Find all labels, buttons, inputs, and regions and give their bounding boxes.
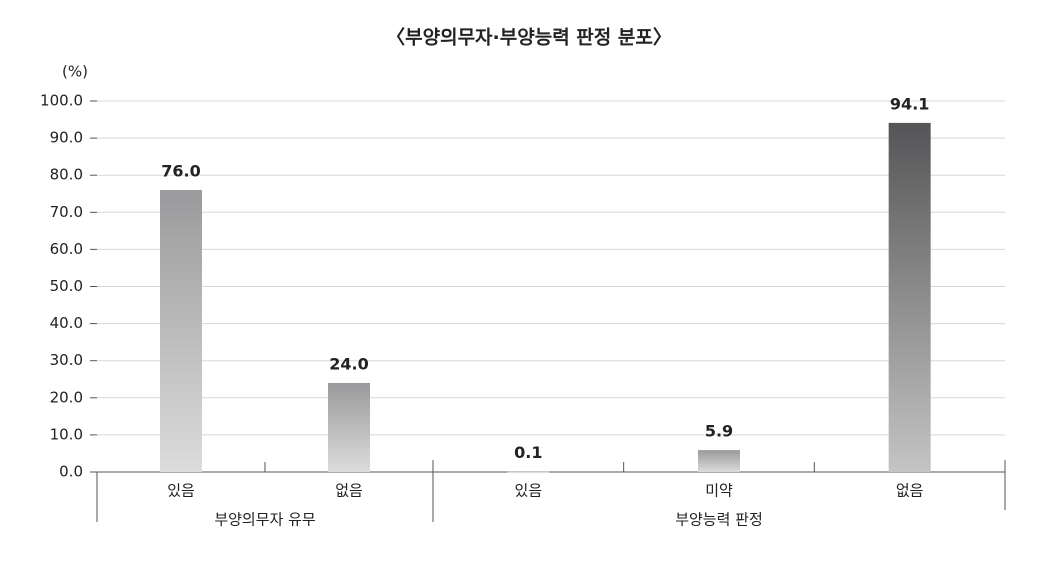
y-tick-label: 10.0: [50, 425, 83, 443]
chart-title: 〈부양의무자·부양능력 판정 분포〉: [386, 26, 672, 49]
value-label: 5.9: [705, 422, 733, 441]
value-label: 94.1: [890, 94, 929, 113]
y-tick-label: 30.0: [50, 351, 83, 369]
y-tick-label: 0.0: [59, 463, 83, 481]
y-unit: (%): [62, 63, 88, 81]
group-label: 부양능력 판정: [675, 511, 763, 529]
y-tick-label: 50.0: [50, 277, 83, 295]
x-tick-label: 있음: [167, 482, 195, 500]
value-label: 24.0: [329, 354, 368, 373]
bar: [507, 471, 550, 473]
bar: [888, 122, 931, 472]
y-tick-label: 90.0: [50, 129, 83, 147]
y-tick-label: 80.0: [50, 166, 83, 184]
y-tick-label: 100.0: [40, 92, 83, 110]
y-tick-label: 20.0: [50, 388, 83, 406]
x-tick-label: 미약: [705, 482, 733, 500]
value-label: 76.0: [161, 162, 200, 181]
x-tick-label: 없음: [896, 482, 924, 500]
x-tick-label: 없음: [335, 482, 363, 500]
x-tick-label: 있음: [515, 482, 543, 500]
y-tick-label: 40.0: [50, 314, 83, 332]
value-label: 0.1: [514, 443, 542, 462]
y-tick-label: 70.0: [50, 203, 83, 221]
bar: [160, 190, 202, 473]
group-label: 부양의무자 유무: [214, 511, 316, 529]
bar: [698, 450, 740, 472]
bar: [328, 382, 370, 472]
y-tick-label: 60.0: [50, 240, 83, 258]
